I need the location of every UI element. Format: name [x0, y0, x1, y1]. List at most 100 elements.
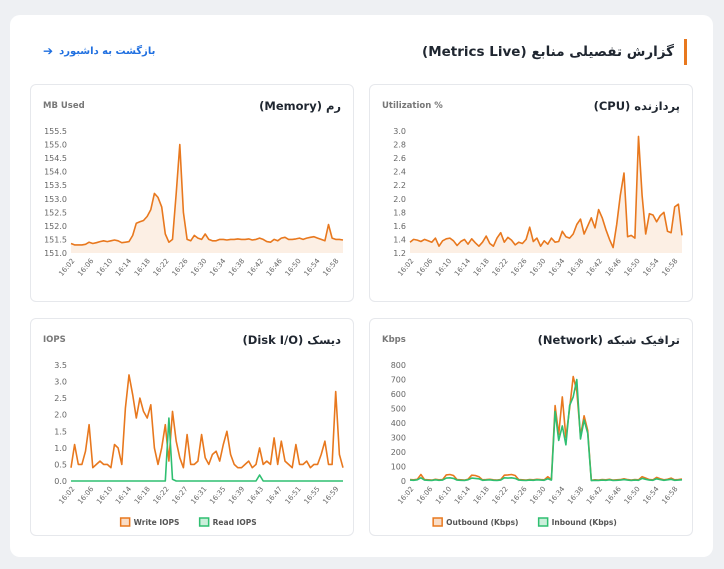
x-tick-label: 16:02 [57, 485, 76, 506]
memory-card: رم (Memory) MB Used 151.0 151.5 152.0 152.5… [30, 84, 354, 302]
x-tick-label: 16:18 [133, 485, 152, 506]
card-title: رم (Memory) [259, 99, 341, 113]
series-area [410, 136, 682, 253]
x-tick-label: 16:38 [227, 257, 246, 278]
y-tick-label: 153.5 [44, 181, 67, 190]
y-tick-label: 1.2 [393, 249, 406, 258]
x-tick-label: 16:31 [189, 485, 208, 506]
x-tick-label: 16:18 [472, 485, 491, 506]
x-tick-label: 16:58 [660, 485, 679, 506]
x-tick-label: 16:26 [171, 257, 190, 278]
x-tick-label: 16:50 [284, 257, 303, 278]
series-line [70, 143, 344, 246]
card-title: ترافیک شبکه (Network) [537, 333, 680, 347]
x-tick-label: 16:43 [246, 485, 265, 506]
x-tick-label: 16:50 [623, 485, 642, 506]
y-tick-label: 2.0 [393, 195, 406, 204]
x-tick-label: 16:22 [491, 257, 510, 278]
y-tick-label: 600 [391, 390, 406, 399]
x-tick-label: 16:58 [660, 257, 679, 278]
x-tick-label: 16:46 [604, 257, 623, 278]
x-tick-label: 16:02 [57, 257, 76, 278]
x-tick-label: 16:06 [415, 485, 434, 506]
x-tick-label: 16:30 [528, 257, 547, 278]
legend-swatch [119, 517, 131, 527]
x-tick-label: 16:30 [528, 485, 547, 506]
y-tick-label: 151.5 [44, 235, 67, 244]
x-tick-label: 16:42 [585, 257, 604, 278]
y-tick-label: 152.5 [44, 208, 67, 217]
x-tick-label: 16:22 [491, 485, 510, 506]
legend-label: Outbound (Kbps) [446, 518, 518, 527]
x-tick-label: 16:38 [566, 485, 585, 506]
legend-swatch [432, 517, 443, 527]
y-tick-label: 2.4 [393, 168, 406, 177]
y-tick-label: 0 [401, 477, 406, 486]
y-tick-label: 2.2 [393, 181, 406, 190]
x-tick-label: 16:30 [189, 257, 208, 278]
y-tick-label: 1.8 [393, 208, 406, 217]
x-tick-label: 16:26 [510, 257, 529, 278]
series-line [70, 374, 344, 469]
y-tick-label: 100 [391, 463, 406, 472]
y-tick-label: 1.0 [54, 444, 67, 453]
series-line [409, 375, 683, 482]
y-tick-label: 2.5 [54, 394, 67, 403]
cpu-card: پردازنده (CPU) Utilization % 1.2 1.4 1.6 1.… [369, 84, 693, 302]
y-tick-label: 3.0 [393, 127, 406, 136]
legend-label: Inbound (Kbps) [552, 518, 617, 527]
x-tick-label: 16:58 [321, 257, 340, 278]
x-tick-label: 16:50 [623, 257, 642, 278]
x-tick-label: 16:10 [434, 485, 453, 506]
x-tick-label: 16:18 [133, 257, 152, 278]
y-tick-label: 1.6 [393, 222, 406, 231]
y-tick-label: 1.4 [393, 235, 406, 244]
y-tick-label: 300 [391, 434, 406, 443]
x-tick-label: 16:54 [642, 257, 661, 278]
series-area [71, 144, 343, 253]
legend-swatch [537, 517, 549, 527]
x-tick-label: 16:55 [303, 485, 322, 506]
x-tick-label: 16:26 [510, 485, 529, 506]
y-tick-label: 2.0 [54, 411, 67, 420]
back-link-label: بازگشت به داشبورد [59, 45, 156, 57]
y-tick-label: 400 [391, 419, 406, 428]
x-tick-label: 16:34 [547, 257, 566, 278]
x-tick-label: 16:35 [208, 485, 227, 506]
series-line [409, 135, 683, 249]
disk-chart: 0.00.51.01.52.02.53.03.516:02 16:06 16:10 1… [54, 361, 344, 527]
y-tick-label: 0.0 [54, 477, 67, 486]
y-tick-label: 153.0 [44, 195, 67, 204]
y-tick-label: 154.0 [44, 168, 67, 177]
y-tick-label: 1.5 [54, 427, 67, 436]
x-tick-label: 16:10 [95, 485, 114, 506]
x-tick-label: 16:14 [114, 257, 133, 278]
y-tick-label: 800 [391, 361, 406, 370]
x-tick-label: 16:59 [321, 485, 340, 506]
network-chart: 0 100 200 300 400 500 600 700 800 16:02 16:06 16:10… [391, 361, 683, 527]
y-tick-label: 152.0 [44, 222, 67, 231]
y-tick-label: 154.5 [44, 154, 67, 163]
x-tick-label: 16:06 [415, 257, 434, 278]
x-tick-label: 16:06 [76, 485, 95, 506]
x-tick-label: 16:42 [585, 485, 604, 506]
card-unit: Kbps [382, 335, 406, 345]
network-card: ترافیک شبکه (Network) Kbps 0 100 200 300 400… [369, 318, 693, 536]
x-tick-label: 16:51 [284, 485, 303, 506]
y-tick-label: 2.8 [393, 141, 406, 150]
series-line [71, 417, 343, 482]
y-tick-label: 500 [391, 405, 406, 414]
x-tick-label: 16:42 [246, 257, 265, 278]
card-title: دیسک (Disk I/O) [242, 333, 341, 347]
back-to-dashboard-link[interactable]: بازگشت به داشبورد ➔ [43, 44, 155, 58]
cpu-chart: 1.2 1.4 1.6 1.8 2.0 2.2 2.4 2.6 2.8 3.0 16:02 16:06… [393, 127, 683, 278]
x-tick-label: 16:10 [95, 257, 114, 278]
arrow-right-icon: ➔ [43, 44, 54, 58]
x-tick-label: 16:14 [453, 485, 472, 506]
card-title: پردازنده (CPU) [593, 99, 680, 113]
y-tick-label: 3.0 [54, 378, 67, 387]
card-unit: Utilization % [382, 101, 443, 111]
legend-swatch [198, 517, 210, 527]
y-tick-label: 200 [391, 448, 406, 457]
x-tick-label: 16:18 [472, 257, 491, 278]
